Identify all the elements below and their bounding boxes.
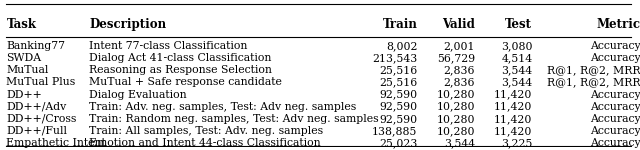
Text: 10,280: 10,280: [436, 102, 475, 112]
Text: Accuracy: Accuracy: [590, 41, 640, 51]
Text: Train: All samples, Test: Adv. neg. samples: Train: All samples, Test: Adv. neg. samp…: [89, 126, 323, 136]
Text: 10,280: 10,280: [436, 90, 475, 100]
Text: Dialog Act 41-class Classification: Dialog Act 41-class Classification: [89, 53, 271, 63]
Text: 10,280: 10,280: [436, 126, 475, 136]
Text: Emotion and Intent 44-class Classification: Emotion and Intent 44-class Classificati…: [89, 138, 321, 148]
Text: Description: Description: [89, 18, 166, 31]
Text: 92,590: 92,590: [380, 90, 417, 100]
Text: 213,543: 213,543: [372, 53, 417, 63]
Text: Empathetic Intent: Empathetic Intent: [6, 138, 106, 148]
Text: 11,420: 11,420: [494, 102, 532, 112]
Text: Accuracy: Accuracy: [590, 126, 640, 136]
Text: Accuracy: Accuracy: [590, 114, 640, 124]
Text: MuTual Plus: MuTual Plus: [6, 77, 76, 87]
Text: 3,544: 3,544: [444, 138, 475, 148]
Text: 3,544: 3,544: [501, 77, 532, 87]
Text: DD++/Cross: DD++/Cross: [6, 114, 77, 124]
Text: Train: Random neg. samples, Test: Adv neg. samples: Train: Random neg. samples, Test: Adv ne…: [89, 114, 379, 124]
Text: Accuracy: Accuracy: [590, 90, 640, 100]
Text: Accuracy: Accuracy: [590, 53, 640, 63]
Text: Reasoning as Response Selection: Reasoning as Response Selection: [89, 65, 272, 75]
Text: Task: Task: [6, 18, 36, 31]
Text: Accuracy: Accuracy: [590, 102, 640, 112]
Text: R@1, R@2, MRR: R@1, R@2, MRR: [547, 77, 640, 87]
Text: 92,590: 92,590: [380, 102, 417, 112]
Text: Accuracy: Accuracy: [590, 138, 640, 148]
Text: Metric: Metric: [596, 18, 640, 31]
Text: 92,590: 92,590: [380, 114, 417, 124]
Text: 3,225: 3,225: [501, 138, 532, 148]
Text: MuTual: MuTual: [6, 65, 49, 75]
Text: 11,420: 11,420: [494, 126, 532, 136]
Text: 56,729: 56,729: [437, 53, 475, 63]
Text: 11,420: 11,420: [494, 90, 532, 100]
Text: Dialog Evaluation: Dialog Evaluation: [89, 90, 187, 100]
Text: 2,836: 2,836: [444, 65, 475, 75]
Text: 3,080: 3,080: [501, 41, 532, 51]
Text: Valid: Valid: [442, 18, 475, 31]
Text: Banking77: Banking77: [6, 41, 65, 51]
Text: 11,420: 11,420: [494, 114, 532, 124]
Text: DD++: DD++: [6, 90, 42, 100]
Text: 2,001: 2,001: [444, 41, 475, 51]
Text: 25,023: 25,023: [380, 138, 417, 148]
Text: R@1, R@2, MRR: R@1, R@2, MRR: [547, 65, 640, 75]
Text: 138,885: 138,885: [372, 126, 417, 136]
Text: 8,002: 8,002: [386, 41, 417, 51]
Text: DD++/Adv: DD++/Adv: [6, 102, 67, 112]
Text: MuTual + Safe response candidate: MuTual + Safe response candidate: [89, 77, 282, 87]
Text: DD++/Full: DD++/Full: [6, 126, 67, 136]
Text: SWDA: SWDA: [6, 53, 42, 63]
Text: 25,516: 25,516: [380, 65, 417, 75]
Text: 3,544: 3,544: [501, 65, 532, 75]
Text: Train: Train: [383, 18, 417, 31]
Text: 25,516: 25,516: [380, 77, 417, 87]
Text: 4,514: 4,514: [501, 53, 532, 63]
Text: 2,836: 2,836: [444, 77, 475, 87]
Text: Train: Adv. neg. samples, Test: Adv neg. samples: Train: Adv. neg. samples, Test: Adv neg.…: [89, 102, 356, 112]
Text: 10,280: 10,280: [436, 114, 475, 124]
Text: Test: Test: [506, 18, 532, 31]
Text: Intent 77-class Classification: Intent 77-class Classification: [89, 41, 248, 51]
